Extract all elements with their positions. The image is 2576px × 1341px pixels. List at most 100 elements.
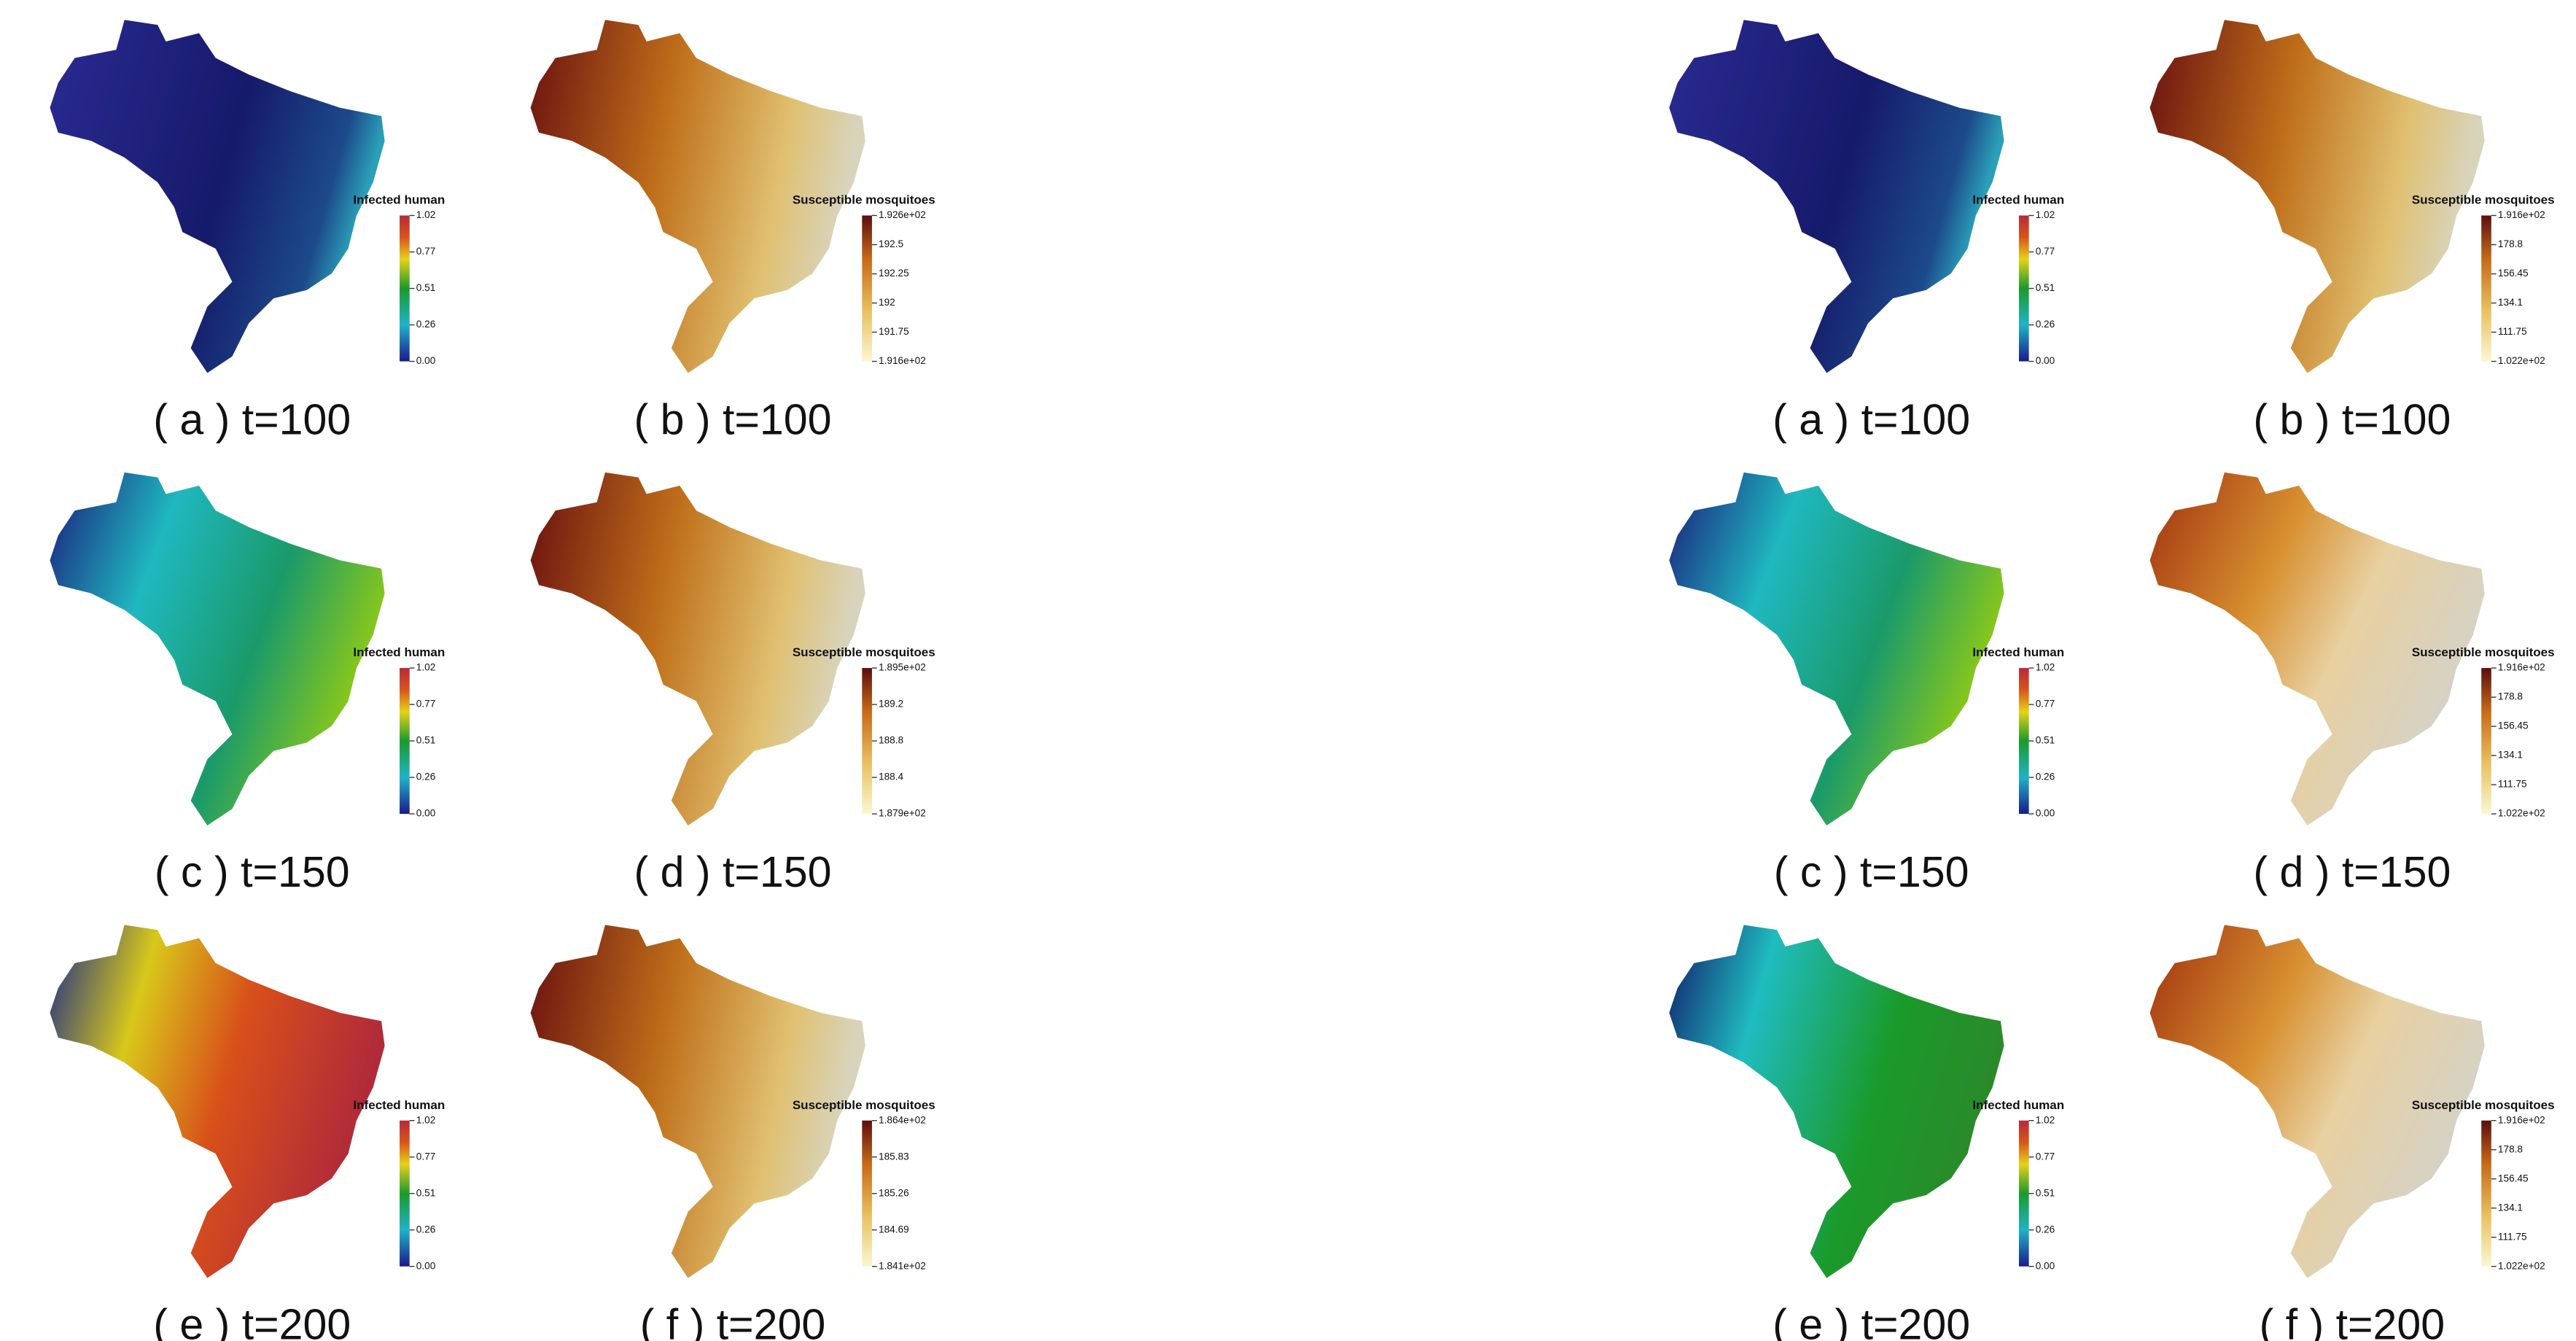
tick-label: 0.26 (416, 319, 436, 330)
tick-label: 156.45 (2498, 1173, 2529, 1183)
tick-label: 0.51 (2036, 282, 2055, 293)
map (50, 20, 384, 373)
page: {"groups": [ {"panels": [ {"caption": "(… (0, 0, 2576, 1341)
tick-label: 0.77 (2036, 699, 2055, 710)
tick-label: 111.75 (2498, 1231, 2527, 1242)
tick-label: 0.77 (2036, 246, 2055, 257)
tick-label: 0.00 (2036, 808, 2055, 819)
caption: ( e ) t=200 (153, 1299, 351, 1341)
colorbar (2481, 1121, 2491, 1267)
legend-title: Susceptible mosquitoes (2412, 645, 2555, 659)
tick-label: 0.26 (416, 1224, 436, 1235)
tick-label: 0.00 (416, 808, 436, 819)
legend-title: Susceptible mosquitoes (2412, 193, 2555, 207)
tick-label: 1.022e+02 (2498, 355, 2545, 366)
tick-label: 185.83 (879, 1151, 909, 1162)
tick-label: 1.02 (416, 662, 436, 673)
colorbar (400, 1121, 410, 1267)
legend-title: Infected human (353, 193, 445, 207)
tick-label: 134.1 (2498, 297, 2523, 308)
colorbar (400, 216, 410, 362)
legend-title: Susceptible mosquitoes (793, 1098, 935, 1112)
tick-label: 178.8 (2498, 238, 2523, 249)
tick-label: 1.022e+02 (2498, 1260, 2545, 1271)
legend-title: Infected human (1972, 645, 2064, 659)
caption: ( d ) t=150 (2253, 847, 2451, 896)
colorbar (2481, 668, 2491, 814)
map (1669, 20, 2004, 373)
map (50, 925, 384, 1278)
caption: ( d ) t=150 (634, 847, 831, 896)
map (1669, 925, 2004, 1278)
caption: ( f ) t=200 (2260, 1299, 2445, 1341)
tick-label: 0.51 (416, 735, 436, 746)
map (50, 473, 384, 825)
tick-label: 0.26 (2036, 771, 2055, 782)
tick-label: 0.51 (2036, 735, 2055, 746)
tick-label: 0.00 (416, 355, 436, 366)
tick-label: 1.916e+02 (2498, 662, 2545, 673)
tick-label: 1.02 (2036, 1114, 2055, 1125)
tick-label: 178.8 (2498, 1143, 2523, 1154)
tick-label: 188.4 (879, 771, 904, 782)
tick-label: 111.75 (2498, 779, 2527, 790)
tick-label: 192.5 (879, 238, 903, 249)
colorbar (2481, 216, 2491, 362)
tick-label: 0.26 (2036, 1224, 2055, 1235)
tick-label: 0.51 (416, 1187, 436, 1198)
legend-title: Infected human (1972, 193, 2064, 207)
tick-label: 1.916e+02 (879, 355, 926, 366)
tick-label: 1.916e+02 (2498, 209, 2545, 220)
tick-label: 192.25 (879, 268, 909, 279)
tick-label: 0.77 (416, 246, 436, 257)
tick-label: 188.8 (879, 735, 903, 746)
colorbar (862, 668, 872, 814)
legend-title: Susceptible mosquitoes (793, 645, 935, 659)
colorbar (400, 668, 410, 814)
tick-label: 192 (879, 297, 895, 308)
caption: ( c ) t=150 (155, 847, 350, 896)
caption: ( e ) t=200 (1773, 1299, 1970, 1341)
tick-label: 0.77 (2036, 1151, 2055, 1162)
tick-label: 0.77 (416, 699, 436, 710)
tick-label: 0.26 (416, 771, 436, 782)
legend-title: Infected human (353, 645, 445, 659)
tick-label: 1.916e+02 (2498, 1114, 2545, 1125)
tick-label: 185.26 (879, 1187, 909, 1198)
tick-label: 1.841e+02 (879, 1260, 926, 1271)
tick-label: 1.895e+02 (879, 662, 926, 673)
tick-label: 134.1 (2498, 750, 2523, 761)
tick-label: 184.69 (879, 1224, 909, 1235)
tick-label: 1.02 (2036, 662, 2055, 673)
caption: ( f ) t=200 (640, 1299, 826, 1341)
tick-label: 191.75 (879, 326, 909, 337)
colorbar (2019, 668, 2029, 814)
tick-label: 111.75 (2498, 326, 2527, 337)
tick-label: 0.00 (2036, 355, 2055, 366)
caption: ( a ) t=100 (1773, 394, 1970, 443)
colorbar (2019, 1121, 2029, 1267)
figure: Infected human 1.02 0.77 0.51 0.26 0.00 ( a ) … (0, 0, 2576, 1341)
legend-title: Susceptible mosquitoes (793, 193, 935, 207)
tick-label: 0.51 (416, 282, 436, 293)
tick-label: 1.879e+02 (879, 808, 926, 819)
colorbar (2019, 216, 2029, 362)
tick-label: 189.2 (879, 699, 903, 710)
legend-title: Susceptible mosquitoes (2412, 1098, 2555, 1112)
tick-label: 178.8 (2498, 691, 2523, 702)
legend-title: Infected human (353, 1098, 445, 1112)
map (1669, 473, 2004, 825)
tick-label: 1.022e+02 (2498, 808, 2545, 819)
tick-label: 0.26 (2036, 319, 2055, 330)
tick-label: 156.45 (2498, 720, 2529, 731)
tick-label: 1.02 (416, 1114, 436, 1125)
caption: ( b ) t=100 (2253, 394, 2451, 443)
tick-label: 0.77 (416, 1151, 436, 1162)
tick-label: 1.02 (416, 209, 436, 220)
caption: ( c ) t=150 (1774, 847, 1969, 896)
tick-label: 0.51 (2036, 1187, 2055, 1198)
tick-label: 156.45 (2498, 268, 2529, 279)
tick-label: 0.00 (416, 1260, 436, 1271)
colorbar (862, 216, 872, 362)
tick-label: 0.00 (2036, 1260, 2055, 1271)
